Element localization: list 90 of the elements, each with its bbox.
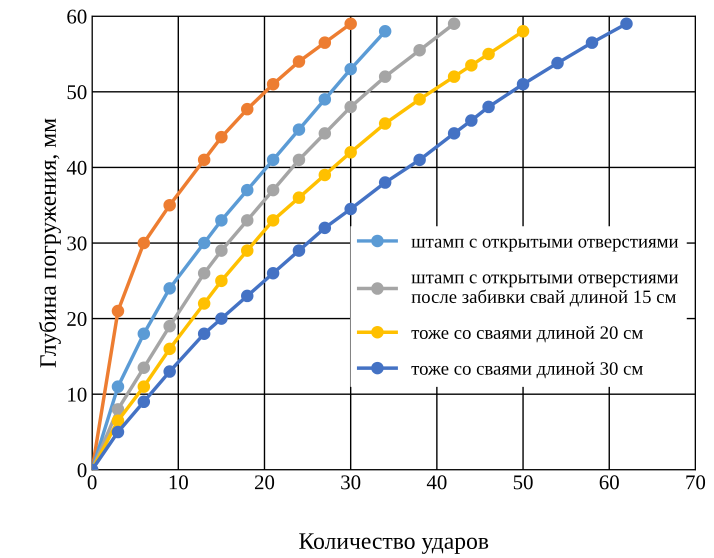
point [163,320,176,332]
point [215,274,228,288]
legend-label: штамп с открытыми отверстиями после забивки свай длиной 15 см [412,274,678,307]
point [292,123,306,136]
point [198,297,210,310]
point [292,55,306,68]
point [138,396,150,408]
point [198,327,210,340]
point [292,191,306,204]
y-tick-label: 20 [67,312,86,326]
point [215,214,228,227]
point [448,17,460,30]
point [266,267,280,280]
point [112,403,124,416]
point [620,17,633,30]
point [344,202,357,216]
point [318,93,332,106]
y-tick-label: 40 [66,160,86,175]
y-tick-label: 50 [68,85,86,100]
point [344,62,357,76]
point [241,244,254,257]
point [482,48,495,60]
y-tick-label: 10 [68,388,86,402]
point [138,362,150,374]
point [344,17,357,30]
x-tick-label: 20 [254,475,274,490]
point [112,380,124,393]
point [241,184,254,196]
x-tick-label: 40 [426,475,446,490]
point [516,25,530,38]
x-tick-label: 70 [686,475,706,490]
point [448,127,460,140]
point [378,176,392,189]
point [198,267,210,280]
point [465,59,478,72]
point [318,36,332,49]
point [241,290,254,302]
point [163,342,176,356]
point [138,327,150,340]
point [448,70,460,83]
point [378,117,392,130]
point [241,102,254,116]
point [413,44,426,56]
x-axis-title: Количество ударов [299,533,488,554]
point [318,222,332,234]
point [344,100,357,114]
y-axis-title: Глубина погружения, мм [38,118,61,368]
point [292,244,306,257]
point [551,56,564,70]
point [586,36,598,49]
point [378,25,392,38]
point [413,93,426,106]
y-tick-label: 0 [78,463,86,478]
point [482,100,495,114]
point [163,198,176,212]
point [215,312,228,325]
point [318,127,332,140]
x-tick-label: 0 [88,475,97,490]
y-tick-label: 30 [67,236,86,250]
x-tick-label: 60 [600,475,619,490]
x-tick-label: 10 [170,475,188,490]
point [292,154,306,166]
point [215,244,228,257]
point [163,365,176,378]
point [163,282,176,295]
point [215,130,228,144]
x-tick-label: 30 [341,475,360,490]
point [241,214,254,227]
point [198,154,210,166]
point [138,236,150,250]
point [266,214,280,227]
point [378,70,392,83]
point [112,414,124,427]
legend-label: тоже со сваями длиной 30 см [411,362,643,378]
point [465,114,478,127]
point [112,426,124,438]
legend-label: штамп с открытыми отверстиями [412,238,678,252]
point [138,380,150,393]
point [266,184,280,196]
point [112,304,124,318]
point [318,168,332,182]
point [344,146,357,159]
x-tick-label: 50 [514,475,533,490]
point [266,78,280,90]
y-tick-label: 60 [67,10,86,24]
point [198,236,210,250]
point [266,154,280,166]
point [413,154,426,166]
point [516,78,530,90]
legend-label: тоже со сваями длиной 20 см [411,326,643,342]
